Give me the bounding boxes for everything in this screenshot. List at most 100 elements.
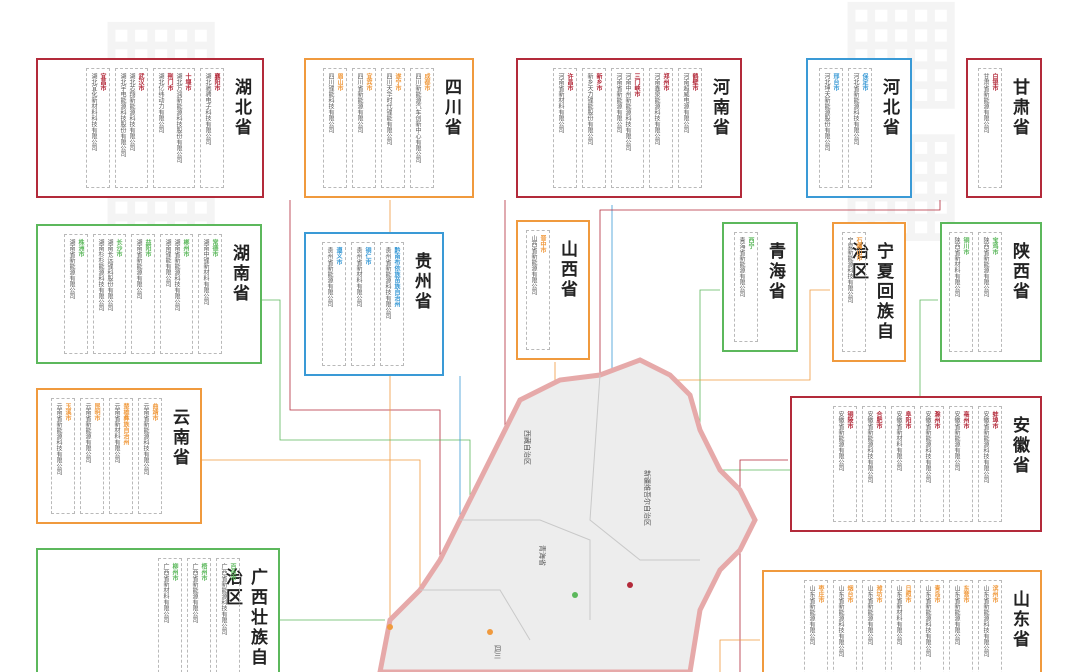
province-panel: 宁夏回族自治区 石嘴山市 宁夏新能源科技有限公司 <box>832 222 906 362</box>
province-name: 四川省 <box>441 78 461 138</box>
city-name: 益阳市 <box>144 239 151 257</box>
city-column: 遵义市 贵州省新能源有限公司 <box>322 242 346 366</box>
connector-line <box>739 459 788 672</box>
city-columns: 百色市 广西省新能源科技有限公司 梧州市 广西省新能源有限公司 柳州市 广西省新材料有限公… <box>158 558 240 672</box>
company-name: 湖南杉杉能源科技有限公司 <box>97 239 104 311</box>
city-columns: 蚌埠市 安徽省新能源科技有限公司 亳州市 安徽省新能源有限公司 滁州市 安徽省新能源科技有… <box>833 406 1002 522</box>
city-name: 滨州市 <box>991 585 998 603</box>
city-name: 百色市 <box>229 563 236 581</box>
city-name: 铜川市 <box>962 237 969 255</box>
connector-line <box>719 639 760 672</box>
province-panel: 山东省 滨州市 山东省新能源科技有限公司 东营市 山东省新能源有限公司 青岛市 山东省新能源… <box>762 570 1042 672</box>
city-name: 许昌市 <box>566 73 573 91</box>
city-column: 许昌市 河南省新材料有限公司 <box>553 68 577 188</box>
city-name: 青岛市 <box>933 585 940 603</box>
company-name: 湖北驰骋电子科技有限公司 <box>204 73 211 145</box>
company-name: 贵州省新材料有限公司 <box>355 247 362 307</box>
map-marker <box>627 582 633 588</box>
city-column: 晋中市 山西省新能源有限公司 <box>526 230 550 350</box>
city-column: 邢台市 河北坤天新能源股份有限公司 <box>819 68 843 188</box>
city-column: 鹤壁市 河南超威电源有限公司 <box>678 68 702 188</box>
company-name: 新乡天力锂能股份有限公司 <box>586 73 593 145</box>
city-column: 成都市 四川新能源汽车创新中心有限公司 <box>410 68 434 188</box>
city-column: 黔南布依族苗族自治州 贵州省新能源科技有限公司 <box>380 242 404 366</box>
company-name: 湖北亿纬动力有限公司 <box>157 73 164 133</box>
city-column: 烟台市 山东省新能源科技有限公司 <box>833 580 857 672</box>
company-name: 河南中州新能源科技有限公司 <box>624 73 631 151</box>
company-name: 湖南省新能源有限公司 <box>68 239 75 299</box>
city-column: 滨州市 山东省新能源科技有限公司 <box>978 580 1002 672</box>
city-name: 宝鸡市 <box>991 237 998 255</box>
province-panel: 四川省 成都市 四川新能源汽车创新中心有限公司 遂宁市 四川天华时代锂能有限公司 宜宾市四… <box>304 58 474 198</box>
city-name: 东营市 <box>962 585 969 603</box>
company-name: 陕西省新材料有限公司 <box>953 237 960 297</box>
city-column: 玉溪市 云南省新能源科技有限公司 <box>51 398 75 514</box>
company-name: 湖北宇电能源科技股份有限公司 <box>119 73 126 157</box>
city-name: 鹤壁市 <box>691 73 698 91</box>
company-name: 四川省新能源有限公司 <box>356 73 363 133</box>
city-column: 白银市 甘肃省新能源有限公司 <box>978 68 1002 188</box>
city-column: 遂宁市 四川天华时代锂能有限公司 <box>381 68 405 188</box>
city-column: 阜阳市 安徽省新材料有限公司 <box>891 406 915 522</box>
province-name: 云南省 <box>169 408 189 468</box>
city-column: 梧州市 广西省新能源有限公司 <box>187 558 211 672</box>
province-name: 湖南省 <box>229 244 249 304</box>
city-columns: 常德市 湖南中锂新材料有限公司 郴州市 湖南省新能源科技有限公司 湖南锂能有限公司 益阳市… <box>64 234 222 354</box>
company-name: 山东省新能源科技有限公司 <box>982 585 989 657</box>
city-name: 荆门市 <box>166 73 173 91</box>
company-name: 湖南锂能有限公司 <box>164 239 171 287</box>
city-name: 邢台市 <box>832 73 839 91</box>
city-column: 宝鸡市 陕西省新能源有限公司 <box>978 232 1002 352</box>
city-name: 铜陵市 <box>846 411 853 429</box>
city-column: 十堰市 湖北万润新能源科技股份有限公司 荆门市 湖北亿纬动力有限公司 <box>153 68 195 188</box>
company-name: 湖北芯翔新能源科技有限公司 <box>128 73 135 151</box>
company-name: 安徽省新能源科技有限公司 <box>924 411 931 483</box>
company-name: 山东省新材料有限公司 <box>895 585 902 645</box>
province-name: 青海省 <box>765 242 785 302</box>
city-columns: 黔南布依族苗族自治州 贵州省新能源科技有限公司 铜仁市 贵州省新材料有限公司 遵义市 贵州… <box>322 242 404 366</box>
company-name: 河北省新能源科技有限公司 <box>852 73 859 145</box>
city-column: 宜昌市 湖北宜化新材料科技有限公司 <box>86 68 110 188</box>
city-name: 枣庄市 <box>817 585 824 603</box>
city-column: 楚雄彝族自治州 云南省新材料有限公司 <box>109 398 133 514</box>
city-columns: 曲靖市 云南省新能源科技有限公司 楚雄彝族自治州 云南省新材料有限公司 昆明市 云南省新能… <box>51 398 162 514</box>
company-name: 山东省新能源科技有限公司 <box>837 585 844 657</box>
city-name: 玉溪市 <box>64 403 71 421</box>
city-column: 宜宾市 四川省新能源有限公司 <box>352 68 376 188</box>
company-name: 山东省新能源有限公司 <box>866 585 873 645</box>
city-name: 三门峡市 <box>633 73 640 97</box>
company-name: 贵州省新能源有限公司 <box>326 247 333 307</box>
city-column: 日照市 山东省新材料有限公司 <box>891 580 915 672</box>
city-name: 成都市 <box>423 73 430 91</box>
city-column: 柳州市 广西省新材料有限公司 <box>158 558 182 672</box>
city-column: 西宁 青海省新能源有限公司 <box>734 232 758 342</box>
company-name: 云南省新能源科技有限公司 <box>142 403 149 475</box>
city-name: 株洲市 <box>77 239 84 257</box>
city-columns: 成都市 四川新能源汽车创新中心有限公司 遂宁市 四川天华时代锂能有限公司 宜宾市 四川省新… <box>323 68 434 188</box>
company-name: 安徽省新能源科技有限公司 <box>866 411 873 483</box>
company-name: 湖南省新能源有限公司 <box>135 239 142 299</box>
map-marker <box>572 592 578 598</box>
city-column: 株洲市 湖南省新能源有限公司 <box>64 234 88 354</box>
city-column: 郑州市 河南鑫泉能源科技有限公司 <box>649 68 673 188</box>
province-panel: 湖南省 常德市 湖南中锂新材料有限公司 郴州市 湖南省新能源科技有限公司 湖南锂能有限公司… <box>36 224 262 364</box>
city-columns: 保定市 河北省新能源科技有限公司 邢台市 河北坤天新能源股份有限公司 <box>819 68 872 188</box>
city-column: 三门峡市 河南中州新能源科技有限公司 河南省新能源有限公司 <box>611 68 644 188</box>
city-column: 潍坊市 山东省新能源有限公司 <box>862 580 886 672</box>
city-column: 保定市 河北省新能源科技有限公司 <box>848 68 872 188</box>
city-name: 阜阳市 <box>904 411 911 429</box>
city-name: 郴州市 <box>182 239 189 257</box>
city-column: 眉山市 四川锂能科技有限公司 <box>323 68 347 188</box>
city-name: 铜仁市 <box>364 247 371 265</box>
city-name: 柳州市 <box>171 563 178 581</box>
city-name: 宜宾市 <box>365 73 372 91</box>
province-name: 安徽省 <box>1009 416 1029 476</box>
city-column: 铜陵市 安徽省新能源有限公司 <box>833 406 857 522</box>
province-name: 湖北省 <box>231 78 251 138</box>
city-columns: 白银市 甘肃省新能源有限公司 <box>978 68 1002 188</box>
city-columns: 西宁 青海省新能源有限公司 <box>734 232 758 342</box>
province-panel: 山西省 晋中市 山西省新能源有限公司 <box>516 220 590 360</box>
city-name: 遂宁市 <box>394 73 401 91</box>
city-name: 新乡市 <box>595 73 602 91</box>
